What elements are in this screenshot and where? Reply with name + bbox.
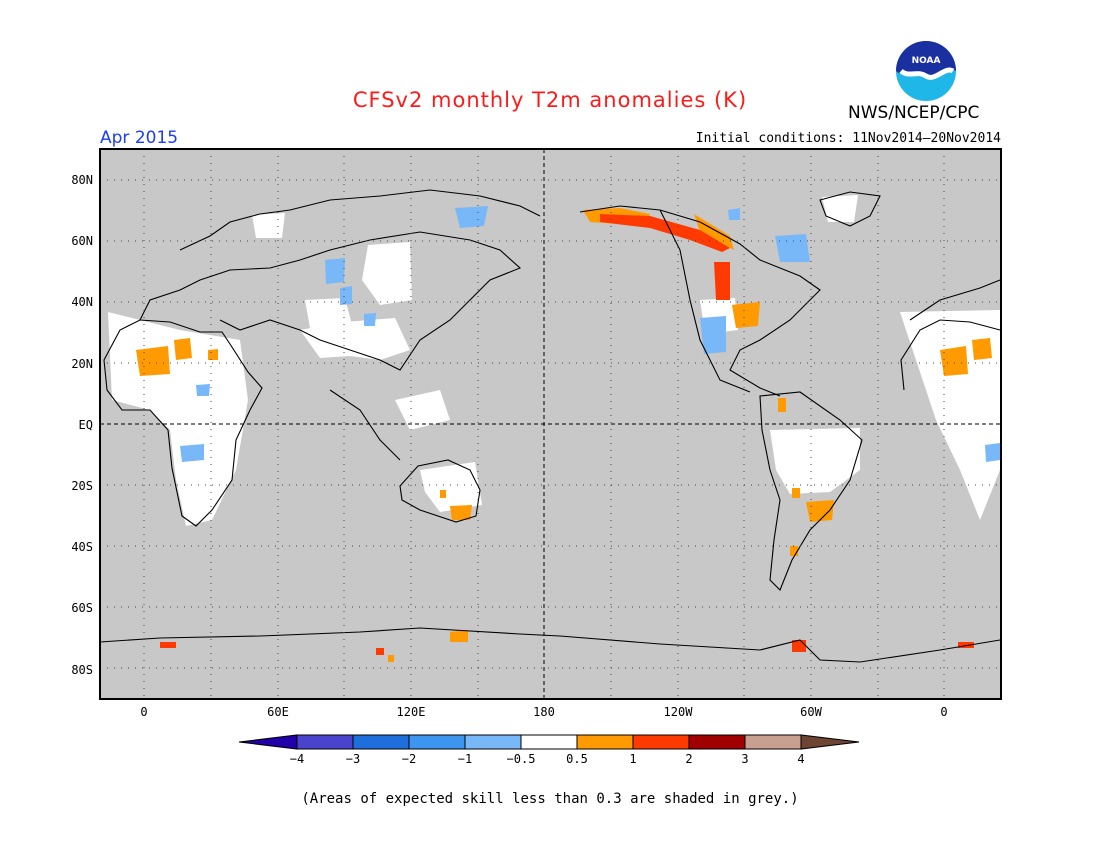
colorbar-tick-label: 0.5	[566, 752, 588, 766]
lon-label: 60E	[267, 705, 289, 719]
lon-label: 0	[940, 705, 947, 719]
map-frame	[99, 148, 1002, 700]
initial-conditions: Initial conditions: 11Nov2014–20Nov2014	[695, 131, 1001, 146]
grid	[100, 149, 1001, 699]
colorbar-tick-label: 2	[685, 752, 692, 766]
colorbar-swatch	[464, 734, 522, 750]
colorbar-swatch	[520, 734, 578, 750]
lat-label: 20S	[71, 479, 93, 493]
lat-label: 80N	[71, 173, 93, 187]
forecast-month: Apr 2015	[100, 128, 179, 148]
footnote: (Areas of expected skill less than 0.3 a…	[301, 791, 799, 807]
colorbar-swatch	[688, 734, 746, 750]
map-title: CFSv2 monthly T2m anomalies (K)	[352, 88, 748, 112]
colorbar-tick-label: −2	[402, 752, 416, 766]
colorbar-swatch	[296, 734, 354, 750]
colorbar-tick-label: −1	[458, 752, 472, 766]
colorbar-low-arrow	[238, 734, 298, 750]
lon-label: 120W	[664, 705, 694, 719]
colorbar-tick-label: −3	[346, 752, 360, 766]
negative-patches	[180, 206, 1000, 462]
anomaly-map: 80N 60N 40N 20N EQ 20S 40S 60S 80S 0 60E…	[71, 148, 1002, 766]
hot-patches	[160, 214, 974, 655]
longitude-labels: 0 60E 120E 180 120W 60W 0	[140, 705, 947, 719]
lat-label: EQ	[79, 418, 93, 432]
colorbar-swatch	[632, 734, 690, 750]
lat-label: 40N	[71, 295, 93, 309]
colorbar-tick-label: −4	[290, 752, 304, 766]
colorbar-tick-label: 4	[797, 752, 804, 766]
lon-label: 60W	[800, 705, 822, 719]
colorbar	[238, 734, 860, 750]
colorbar-tick-label: −0.5	[507, 752, 536, 766]
lon-label: 0	[140, 705, 147, 719]
lon-label: 120E	[397, 705, 426, 719]
lat-label: 80S	[71, 663, 93, 677]
coastlines	[99, 189, 1001, 663]
colorbar-tick-label: 1	[629, 752, 636, 766]
latitude-labels: 80N 60N 40N 20N EQ 20S 40S 60S 80S	[71, 173, 93, 677]
colorbar-high-arrow	[800, 734, 860, 750]
lon-label: 180	[533, 705, 555, 719]
colorbar-swatch	[576, 734, 634, 750]
lat-label: 20N	[71, 357, 93, 371]
colorbar-swatch	[744, 734, 802, 750]
colorbar-swatch	[408, 734, 466, 750]
lat-label: 60N	[71, 234, 93, 248]
logo-text: NOAA	[912, 56, 941, 66]
lat-label: 40S	[71, 540, 93, 554]
noaa-logo: NOAA	[895, 40, 957, 106]
colorbar-tick-label: 3	[741, 752, 748, 766]
colorbar-swatch	[352, 734, 410, 750]
colorbar-labels: −4 −3 −2 −1 −0.5 0.5 1 2 3 4	[290, 752, 805, 766]
lat-label: 60S	[71, 601, 93, 615]
agency-label: NWS/NCEP/CPC	[848, 103, 980, 123]
